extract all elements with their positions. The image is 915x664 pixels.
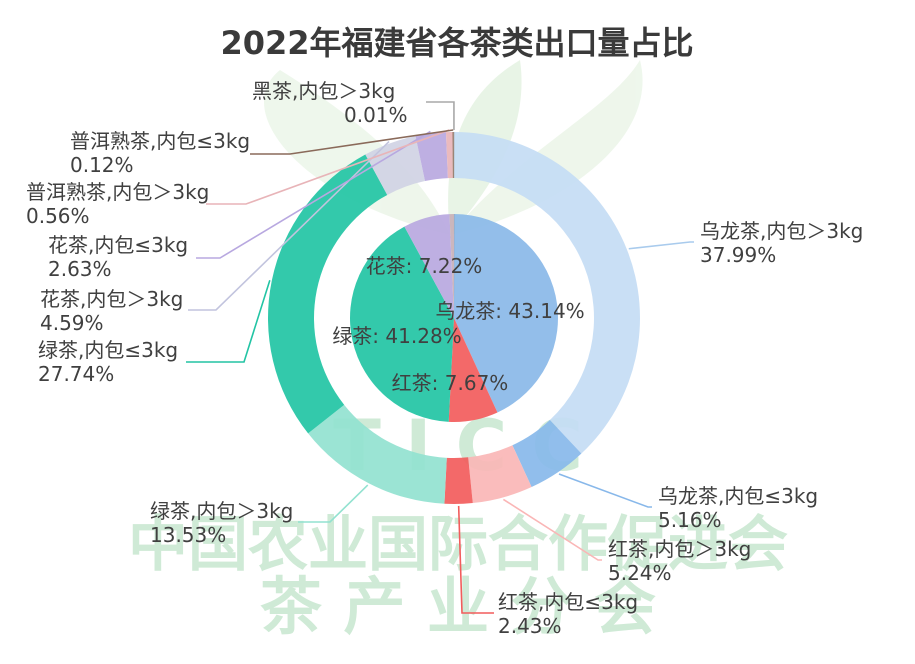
outer-label-pct-3: 2.43%: [498, 614, 562, 638]
outer-label-pct-5: 27.74%: [38, 362, 114, 386]
outer-label-pct-2: 5.24%: [608, 561, 672, 585]
inner-label-3: 花茶: 7.22%: [366, 254, 483, 278]
leader-line-4: [298, 484, 369, 523]
outer-slice-2: [468, 445, 532, 504]
inner-labels: 乌龙茶: 43.14% 红茶: 7.67% 绿茶: 41.28% 花茶: 7.22%: [332, 254, 584, 395]
inner-label-1: 红茶: 7.67%: [392, 371, 509, 395]
outer-label-pct-0: 37.99%: [700, 243, 776, 267]
leader-line-8: [206, 129, 450, 205]
leader-line-2: [502, 498, 602, 561]
leader-lines: [186, 101, 694, 614]
outer-slice-9: [452, 132, 454, 179]
outer-label-pct-1: 5.16%: [658, 508, 722, 532]
watermark-line2: 茶 产 业 分 会: [260, 570, 656, 643]
leader-line-1: [558, 473, 652, 508]
inner-pie: [350, 213, 558, 422]
leader-line-5: [186, 279, 271, 363]
outer-slice-0: [454, 132, 640, 454]
outer-label-name-4: 绿茶,内包＞3kg: [150, 499, 293, 523]
outer-label-pct-8: 0.56%: [26, 204, 90, 228]
outer-label-pct-4: 13.53%: [150, 523, 226, 547]
outer-label-name-6: 花茶,内包＞3kg: [40, 287, 183, 311]
outer-label-name-9: 普洱熟茶,内包≤3kg: [70, 129, 250, 153]
inner-slice-0: [454, 214, 558, 413]
leader-line-0: [628, 241, 694, 250]
leader-line-10: [426, 101, 455, 131]
outer-label-pct-9: 0.12%: [70, 153, 134, 177]
inner-slice-3: [404, 214, 454, 318]
outer-label-name-0: 乌龙茶,内包＞3kg: [700, 219, 863, 243]
inner-slice-1: [448, 318, 498, 422]
inner-slice-2: [350, 226, 454, 422]
outer-ring: [268, 132, 640, 504]
outer-label-pct-7: 2.63%: [48, 257, 112, 281]
outer-slice-8: [445, 132, 453, 179]
inner-label-2: 绿茶: 41.28%: [332, 324, 461, 348]
inner-slice-4: [449, 214, 454, 318]
outer-slice-5: [268, 154, 388, 434]
inner-label-0: 乌龙茶: 43.14%: [435, 299, 584, 323]
outer-label-name-2: 红茶,内包＞3kg: [608, 537, 751, 561]
outer-slice-3: [444, 457, 473, 504]
watermark-line1: 中国农业国际合作促进会: [128, 510, 788, 580]
leader-line-3: [457, 505, 494, 614]
outer-label-name-10: 黑茶,内包＞3kg: [252, 79, 395, 103]
outer-label-name-8: 普洱熟茶,内包＞3kg: [26, 180, 209, 204]
outer-label-pct-6: 4.59%: [40, 311, 104, 335]
outer-slice-4: [308, 404, 447, 504]
chart-title: 2022年福建省各茶类出口量占比: [220, 24, 693, 62]
outer-label-name-1: 乌龙茶,内包≤3kg: [658, 484, 818, 508]
outer-label-pct-10: 0.01%: [344, 103, 408, 127]
outer-label-name-3: 红茶,内包≤3kg: [498, 590, 638, 614]
outer-slice-1: [512, 419, 582, 488]
leader-line-6: [188, 141, 390, 311]
outer-slice-7: [415, 132, 448, 182]
outer-label-name-5: 绿茶,内包≤3kg: [38, 338, 178, 362]
outer-label-name-7: 花茶,内包≤3kg: [48, 233, 188, 257]
leader-line-7: [196, 130, 431, 259]
leader-line-9: [250, 129, 454, 155]
